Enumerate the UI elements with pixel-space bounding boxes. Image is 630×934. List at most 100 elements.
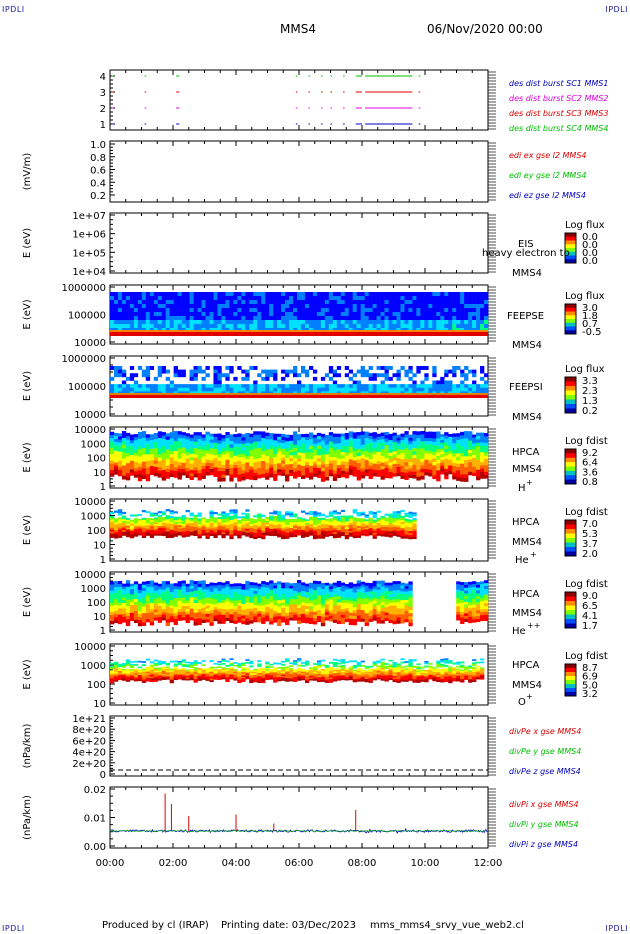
spectrogram-cell: [113, 324, 119, 329]
spectrogram-cell: [141, 529, 147, 533]
spectrogram-cell: [388, 316, 393, 321]
spectrogram-cell: [257, 513, 262, 516]
spectrogram-cell: [110, 587, 115, 591]
spectrogram-cell: [316, 527, 322, 530]
spectrogram-cell: [332, 373, 338, 378]
spectrogram-cell: [308, 445, 314, 450]
spectrogram-cell: [285, 324, 290, 329]
spectrogram-cell: [269, 533, 274, 536]
spectrogram-cell: [213, 373, 218, 378]
spectrogram-cell: [237, 450, 242, 455]
colorbar-band: [565, 377, 576, 382]
spectrogram-cell: [265, 531, 270, 534]
spectrogram-cell: [161, 384, 167, 389]
spectrogram-cell: [153, 433, 159, 437]
spectrogram-cell: [376, 470, 381, 474]
spectrogram-cell: [237, 464, 242, 468]
spectrogram-cell: [269, 304, 274, 309]
spectrogram-cell: [125, 320, 131, 325]
spectrogram-cell: [285, 441, 290, 445]
spectrogram-cell: [416, 296, 421, 301]
spectrogram-cell: [404, 520, 409, 523]
spectrogram-cell: [436, 470, 441, 475]
spectrogram-cell: [312, 440, 318, 445]
spectrogram-cell: [285, 434, 290, 439]
spectrogram-cell: [197, 518, 202, 521]
spectrogram-cell: [348, 517, 354, 520]
spectrogram-cell: [121, 619, 127, 623]
spectrogram-cell: [133, 593, 139, 597]
spectrogram-cell: [113, 528, 119, 531]
spectrogram-cell: [324, 470, 330, 475]
spectrogram-cell: [472, 458, 477, 462]
spectrogram-cell: [356, 438, 361, 443]
spectrogram-cell: [241, 476, 246, 481]
spectrogram-cell: [245, 312, 250, 317]
spectrogram-cell: [110, 614, 115, 619]
spectrogram-cell: [117, 373, 123, 378]
spectrogram-cell: [380, 445, 385, 450]
spectrogram-cell: [169, 387, 174, 392]
spectrogram-cell: [277, 292, 282, 297]
spectrogram-cell: [340, 455, 346, 459]
x-tick-label: 02:00: [159, 858, 188, 869]
spectrogram-cell: [197, 520, 202, 523]
spectrogram-cell: [129, 454, 135, 459]
spectrogram-cell: [110, 599, 115, 604]
spectrogram-cell: [189, 437, 194, 442]
spectrogram-cell: [197, 522, 202, 525]
spectrogram-cell: [273, 521, 278, 524]
spectrogram-cell: [372, 460, 377, 464]
spectrogram-cell: [472, 324, 477, 329]
spectrogram-cell: [173, 300, 178, 305]
spectrogram-cell: [209, 469, 214, 473]
spectrogram-cell: [153, 448, 159, 452]
spectrogram-cell: [285, 461, 290, 465]
spectrogram-cell: [237, 477, 242, 482]
spectrogram-cell: [316, 461, 322, 466]
spectrogram-cell: [376, 439, 381, 444]
spectrogram-cell: [185, 387, 190, 392]
spectrogram-cell: [133, 474, 139, 478]
spectrogram-cell: [416, 476, 421, 481]
spectrogram-cell: [173, 369, 178, 374]
spectrogram-cell: [221, 387, 226, 392]
spectrogram-cell: [257, 474, 262, 479]
colorbar-band: [565, 251, 576, 256]
spectrogram-cell: [336, 521, 342, 524]
spectrogram-cell: [185, 433, 190, 437]
spectrogram-cell: [241, 296, 246, 301]
spectrogram-cell: [273, 369, 278, 374]
spectrogram-cell: [476, 473, 481, 477]
spectrogram-cell: [149, 514, 155, 517]
spectrogram-cell: [145, 525, 151, 528]
spectrogram-cell: [368, 366, 373, 370]
spectrogram-cell: [273, 308, 278, 313]
spectrogram-cell: [197, 435, 202, 440]
spectrogram-cell: [428, 296, 433, 301]
spectrogram-cell: [249, 300, 254, 305]
spectrogram-cell: [113, 534, 119, 537]
spectrogram-cell: [332, 443, 338, 448]
spectrogram-cell: [432, 441, 437, 446]
spectrogram-cell: [121, 324, 127, 329]
spectrogram-cell: [400, 468, 405, 473]
spectrogram-cell: [229, 474, 234, 479]
spectrogram-cell: [460, 320, 465, 325]
spectrogram-cell: [249, 304, 254, 309]
spectrogram-cell: [304, 446, 310, 450]
spectrogram-cell: [356, 369, 361, 374]
spectrogram-cell: [113, 610, 119, 615]
y-axis-label: (nPa/km): [22, 795, 33, 840]
spectrogram-cell: [217, 474, 222, 479]
spectrogram-cell: [392, 316, 397, 321]
spectrogram-cell: [205, 453, 210, 457]
y-tick-label: 1000: [81, 512, 106, 523]
spectrogram-cell: [277, 316, 282, 321]
spectrogram-cell: [468, 369, 473, 374]
spectrogram-cell: [312, 296, 318, 301]
spectrogram-cell: [189, 512, 194, 515]
spectrogram-cell: [472, 446, 477, 450]
spectrogram-cell: [304, 436, 310, 441]
spectrogram-cell: [229, 434, 234, 439]
